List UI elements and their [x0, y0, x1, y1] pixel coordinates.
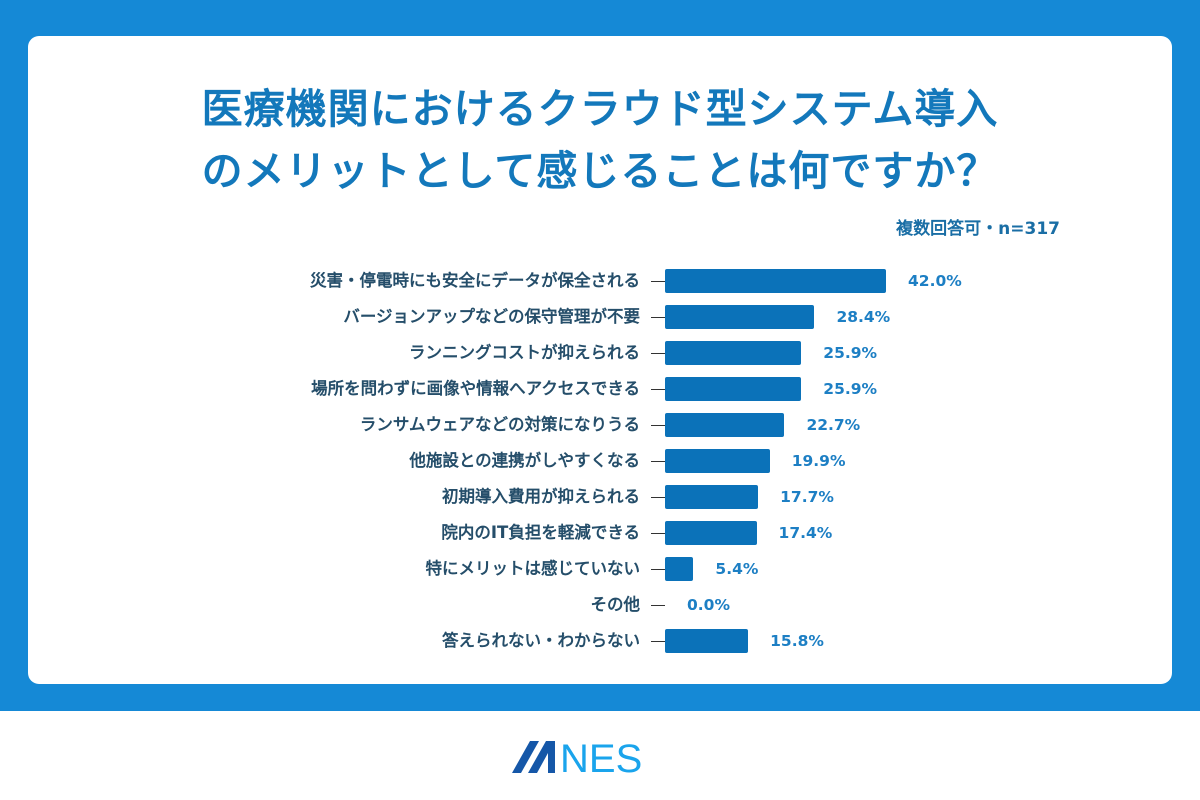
- logo-m-icon: [512, 741, 555, 773]
- value-label: 15.8%: [770, 632, 824, 650]
- bar: [665, 557, 694, 581]
- chart-title: 医療機関におけるクラウド型システム導入 のメリットとして感じることは何ですか？: [0, 78, 1200, 202]
- value-label: 17.7%: [780, 488, 834, 506]
- axis-tick: [651, 388, 665, 390]
- bar-row: 答えられない・わからない 15.8%: [0, 623, 1200, 659]
- bar-row: 院内のIT負担を軽減できる 17.4%: [0, 515, 1200, 551]
- category-label: ランサムウェアなどの対策になりうる: [359, 415, 640, 434]
- chart-card: [28, 36, 1172, 684]
- axis-tick: [651, 352, 665, 354]
- category-label: 特にメリットは感じていない: [425, 559, 641, 578]
- axis-tick: [651, 640, 665, 642]
- bar: [665, 629, 749, 653]
- bar: [665, 269, 886, 293]
- bar-row: 場所を問わずに画像や情報へアクセスできる 25.9%: [0, 371, 1200, 407]
- bar-row: 初期導入費用が抑えられる 17.7%: [0, 479, 1200, 515]
- bar-row: 災害・停電時にも安全にデータが保全される 42.0%: [0, 263, 1200, 299]
- bar: [665, 413, 785, 437]
- category-label: 場所を問わずに画像や情報へアクセスできる: [311, 379, 640, 398]
- title-line-1: 医療機関におけるクラウド型システム導入: [201, 85, 999, 133]
- axis-tick: [651, 532, 665, 534]
- category-label: 初期導入費用が抑えられる: [442, 487, 640, 506]
- bar-row: 特にメリットは感じていない 5.4%: [0, 551, 1200, 587]
- value-label: 42.0%: [908, 272, 962, 290]
- logo-text: NES: [560, 737, 642, 775]
- category-label: バージョンアップなどの保守管理が不要: [343, 307, 640, 326]
- footer: [0, 711, 1200, 800]
- category-label: 災害・停電時にも安全にデータが保全される: [310, 271, 640, 290]
- bar-row: ランサムウェアなどの対策になりうる 22.7%: [0, 407, 1200, 443]
- category-label: 他施設との連携がしやすくなる: [409, 451, 640, 470]
- value-label: 17.4%: [778, 524, 833, 542]
- bar-row: その他 0.0%: [0, 587, 1200, 623]
- axis-tick: [651, 460, 665, 462]
- category-label: 院内のIT負担を軽減できる: [441, 523, 640, 542]
- axis-tick: [651, 604, 665, 606]
- value-label: 19.9%: [791, 452, 846, 470]
- bar-row: 他施設との連携がしやすくなる 19.9%: [0, 443, 1200, 479]
- bar-row: バージョンアップなどの保守管理が不要 28.4%: [0, 299, 1200, 335]
- sample-note: 複数回答可・n=317: [896, 219, 1060, 239]
- category-label: 答えられない・わからない: [442, 631, 640, 650]
- axis-tick: [651, 496, 665, 498]
- axis-tick: [651, 316, 665, 318]
- bar: [665, 521, 757, 545]
- category-label: ランニングコストが抑えられる: [409, 343, 640, 362]
- bar: [665, 377, 802, 401]
- bar: [665, 305, 815, 329]
- axis-tick: [651, 568, 665, 570]
- category-label: その他: [590, 595, 641, 614]
- value-label: 22.7%: [806, 416, 861, 434]
- title-line-2: のメリットとして感じることは何ですか？: [201, 147, 999, 195]
- bar: [665, 341, 802, 365]
- value-label: 25.9%: [823, 344, 878, 362]
- bar: [665, 485, 759, 509]
- axis-tick: [651, 280, 665, 282]
- bar-chart: 災害・停電時にも安全にデータが保全される 42.0% バージョンアップなどの保守管理…: [0, 263, 1200, 659]
- value-label: 5.4%: [715, 560, 759, 578]
- axis-tick: [651, 424, 665, 426]
- bar-row: ランニングコストが抑えられる 25.9%: [0, 335, 1200, 371]
- value-label: 25.9%: [823, 380, 878, 398]
- mnes-logo: NES: [512, 737, 642, 775]
- value-label: 28.4%: [836, 308, 891, 326]
- value-label: 0.0%: [687, 596, 730, 614]
- bar: [665, 449, 770, 473]
